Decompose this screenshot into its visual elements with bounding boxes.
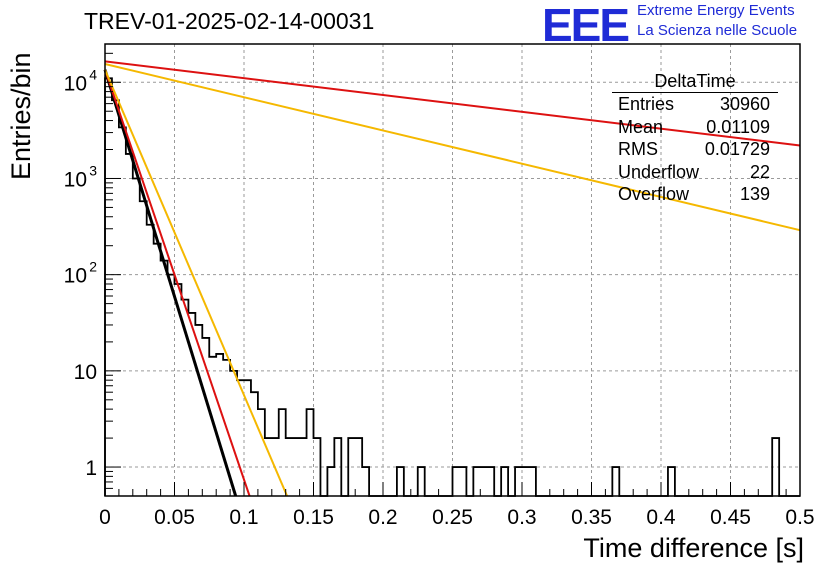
y-axis-label: Entries/bin [6, 52, 36, 180]
stats-row-rms: RMS 0.01729 [612, 138, 778, 161]
stats-row-overflow: Overflow 139 [612, 183, 778, 206]
stats-value: 139 [739, 184, 770, 204]
fit-line [104, 60, 801, 147]
y-tick-exponent: 3 [89, 162, 97, 178]
x-tick-label: 0.35 [571, 506, 612, 529]
stats-value: 30960 [719, 94, 770, 114]
y-tick-exponent: 2 [89, 259, 97, 275]
logo-line-2: La Scienza nelle Scuole [637, 22, 798, 39]
x-tick-label: 0 [99, 506, 111, 529]
y-tick-label: 10 [64, 168, 87, 191]
stats-row-underflow: Underflow 22 [612, 161, 778, 184]
eee-logo: EEE [542, 0, 630, 51]
x-tick-label: 0.4 [646, 506, 676, 529]
x-tick-label: 0.1 [229, 506, 258, 529]
y-tick-exponent: 4 [89, 66, 97, 82]
x-tick-label: 0.45 [710, 506, 751, 529]
x-tick-label: 0.25 [432, 506, 473, 529]
stats-row-entries: Entries 30960 [612, 93, 778, 116]
fit-line [104, 62, 801, 232]
fit-lines [103, 60, 801, 497]
y-tick-label: 1 [85, 457, 97, 480]
stats-value: 0.01109 [706, 116, 770, 137]
stats-value: 22 [749, 161, 770, 182]
fit-line [104, 69, 289, 497]
x-tick-label: 0.5 [785, 506, 814, 529]
y-tick-label: 10 [74, 361, 97, 384]
stats-label: Overflow [618, 184, 690, 204]
x-tick-label: 0.2 [368, 506, 397, 529]
fit-line [103, 69, 238, 497]
stats-box: DeltaTime Entries 30960 Mean 0.01109 RMS… [612, 70, 778, 206]
stats-label: Entries [618, 94, 675, 114]
grid [105, 44, 800, 496]
stats-label: RMS [618, 139, 658, 159]
x-tick-label: 0.05 [154, 506, 195, 529]
y-tick-label: 10 [64, 265, 87, 288]
stats-row-mean: Mean 0.01109 [612, 116, 778, 139]
chart-title: TREV-01-2025-02-14-00031 [84, 8, 375, 34]
stats-label: Mean [618, 116, 664, 137]
y-tick-label: 10 [64, 72, 87, 95]
x-axis-label: Time difference [s] [583, 533, 804, 563]
x-tick-label: 0.15 [293, 506, 334, 529]
fit-line [104, 69, 251, 497]
stats-title: DeltaTime [612, 70, 778, 93]
x-tick-labels: 0 0.05 0.1 0.15 0.2 0.25 0.3 0.35 0.4 0.45 0.5 [99, 506, 814, 529]
axis-ticks [104, 52, 801, 497]
x-tick-label: 0.3 [507, 506, 536, 529]
stats-label: Underflow [618, 161, 700, 182]
logo-line-1: Extreme Energy Events [637, 2, 795, 19]
stats-value: 0.01729 [704, 139, 770, 159]
